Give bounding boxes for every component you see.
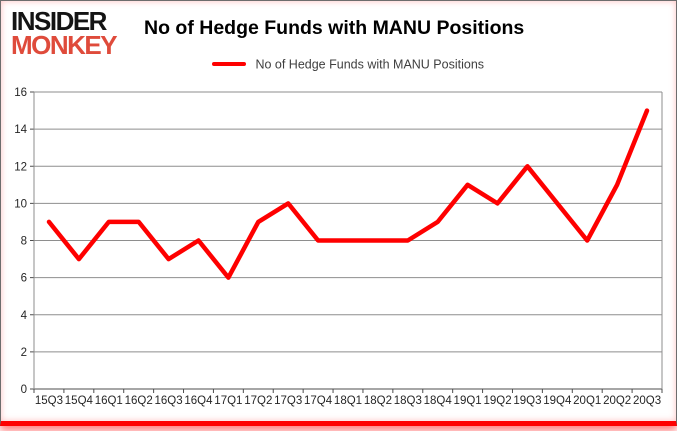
svg-text:19Q3: 19Q3	[513, 395, 541, 407]
insider-monkey-logo: INSIDER MONKEY	[11, 6, 141, 60]
svg-text:18Q4: 18Q4	[424, 395, 453, 407]
svg-text:19Q1: 19Q1	[454, 395, 482, 407]
svg-text:16Q1: 16Q1	[95, 395, 123, 407]
y-axis-labels: 0 2 4 6 8 10 12 14 16	[14, 87, 27, 396]
svg-text:17Q4: 17Q4	[304, 395, 333, 407]
svg-text:15Q3: 15Q3	[35, 395, 63, 407]
axis-lines	[30, 91, 663, 393]
svg-text:16Q2: 16Q2	[125, 395, 153, 407]
svg-text:6: 6	[21, 273, 27, 285]
legend: No of Hedge Funds with MANU Positions	[34, 57, 662, 72]
svg-text:17Q3: 17Q3	[274, 395, 302, 407]
svg-text:10: 10	[14, 198, 27, 210]
svg-text:2: 2	[21, 347, 27, 359]
svg-text:16Q3: 16Q3	[155, 395, 183, 407]
legend-line-swatch	[211, 61, 246, 66]
legend-label: No of Hedge Funds with MANU Positions	[255, 57, 485, 72]
svg-text:19Q4: 19Q4	[543, 395, 572, 407]
x-axis-labels: 15Q3 15Q4 16Q1 16Q2 16Q3 16Q4 17Q1 17Q2 17Q3 17Q4…	[35, 395, 661, 407]
svg-text:19Q2: 19Q2	[483, 395, 511, 407]
series-line	[46, 108, 650, 280]
svg-text:20Q3: 20Q3	[633, 395, 661, 407]
svg-text:15Q4: 15Q4	[65, 395, 94, 407]
svg-text:16: 16	[14, 87, 27, 99]
svg-text:4: 4	[21, 310, 28, 322]
svg-text:18Q2: 18Q2	[364, 395, 392, 407]
svg-text:0: 0	[21, 384, 27, 396]
gridlines	[34, 91, 662, 390]
svg-text:8: 8	[21, 236, 27, 248]
svg-text:20Q2: 20Q2	[603, 395, 631, 407]
svg-text:12: 12	[14, 161, 27, 173]
svg-text:16Q4: 16Q4	[184, 395, 213, 407]
svg-text:17Q2: 17Q2	[244, 395, 272, 407]
svg-text:20Q1: 20Q1	[573, 395, 601, 407]
svg-text:18Q3: 18Q3	[394, 395, 422, 407]
svg-text:18Q1: 18Q1	[334, 395, 362, 407]
logo-word-insider: INSIDER	[11, 6, 107, 36]
svg-text:14: 14	[14, 124, 27, 136]
svg-text:17Q1: 17Q1	[214, 395, 242, 407]
logo-word-monkey: MONKEY	[11, 29, 118, 60]
chart-title: No of Hedge Funds with MANU Positions	[144, 17, 525, 39]
